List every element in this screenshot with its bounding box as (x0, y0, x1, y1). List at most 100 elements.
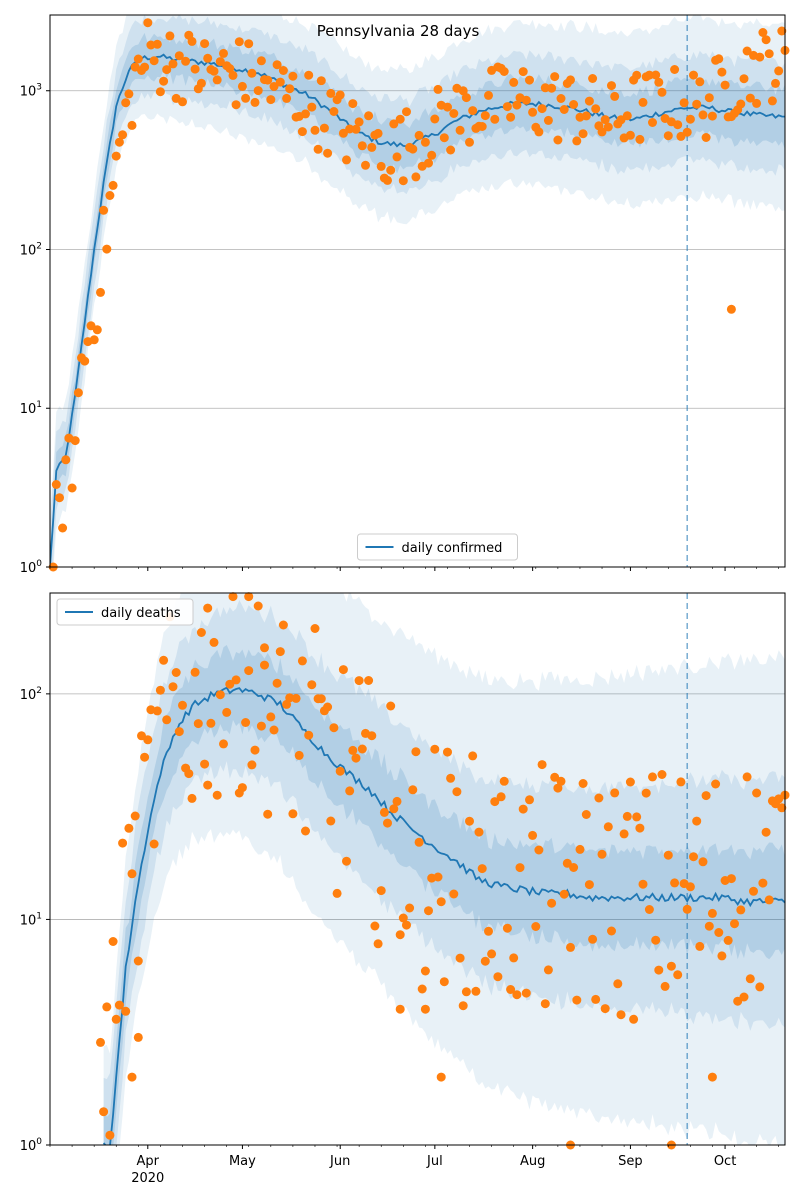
observed-point (714, 928, 724, 937)
observed-point (707, 908, 717, 918)
observed-point (685, 882, 695, 892)
observed-point (679, 98, 689, 108)
observed-point (525, 795, 534, 805)
observed-point (493, 972, 503, 982)
observed-point (430, 114, 440, 124)
observed-point (190, 64, 200, 74)
observed-point (102, 1002, 112, 1012)
observed-point (168, 59, 178, 69)
observed-point (420, 137, 430, 147)
observed-point (761, 35, 771, 45)
observed-point (171, 668, 181, 677)
observed-point (455, 125, 465, 135)
observed-point (241, 718, 251, 727)
observed-point (657, 770, 667, 779)
observed-point (487, 949, 497, 959)
observed-point (629, 1014, 639, 1024)
observed-point (411, 172, 421, 182)
observed-point (752, 98, 762, 108)
observed-point (373, 939, 383, 949)
observed-point (187, 36, 197, 46)
observed-point (446, 145, 456, 155)
observed-point (304, 730, 314, 740)
observed-point (159, 76, 169, 86)
observed-point (373, 128, 383, 138)
observed-point (58, 523, 68, 533)
observed-point (316, 694, 326, 704)
observed-point (222, 707, 232, 717)
observed-point (528, 107, 538, 117)
observed-point (209, 637, 219, 647)
observed-point (190, 667, 200, 677)
legend: daily confirmed (357, 533, 518, 561)
observed-point (777, 26, 787, 36)
observed-point (364, 676, 374, 685)
observed-point (263, 809, 273, 819)
observed-point (367, 731, 377, 741)
observed-point (326, 88, 336, 98)
observed-point (105, 1130, 115, 1140)
observed-point (367, 142, 377, 152)
observed-point (237, 81, 247, 91)
observed-point (461, 987, 471, 997)
observed-point (701, 133, 711, 142)
observed-point (755, 982, 765, 992)
observed-point (439, 133, 449, 143)
observed-point (654, 77, 664, 87)
observed-point (335, 766, 345, 776)
observed-point (99, 205, 109, 215)
observed-point (651, 70, 661, 80)
observed-point (244, 592, 254, 602)
observed-point (272, 60, 282, 70)
observed-point (323, 702, 333, 712)
observed-point (297, 656, 307, 666)
observed-point (165, 31, 175, 41)
observed-point (386, 701, 396, 711)
observed-point (301, 109, 310, 119)
observed-point (247, 760, 257, 770)
uncertainty-band-outer (50, 15, 785, 567)
observed-point (414, 130, 424, 140)
observed-point (351, 124, 361, 134)
observed-point (253, 86, 263, 96)
observed-point (285, 84, 295, 94)
observed-point (692, 816, 702, 826)
observed-point (736, 99, 746, 109)
observed-point (569, 863, 579, 872)
observed-point (140, 62, 150, 72)
observed-point (272, 678, 282, 688)
observed-point (133, 54, 143, 64)
observed-point (553, 783, 563, 793)
observed-point (717, 951, 727, 961)
observed-point (329, 107, 339, 116)
observed-point (200, 759, 210, 769)
uncertainty-band-inner (103, 645, 785, 1145)
x-tick-label: Oct (714, 1154, 736, 1169)
observed-point (241, 93, 251, 103)
observed-point (342, 155, 351, 165)
observed-point (168, 682, 178, 692)
observed-point (114, 1000, 124, 1010)
observed-point (111, 151, 121, 161)
observed-point (376, 161, 386, 171)
legend: daily deaths (56, 598, 194, 626)
observed-point (80, 356, 90, 366)
observed-point (433, 84, 443, 94)
observed-point (685, 114, 695, 124)
observed-point (723, 935, 733, 945)
observed-point (443, 747, 452, 757)
observed-point (162, 65, 172, 75)
observed-point (389, 119, 399, 129)
observed-point (200, 39, 210, 49)
observed-point (398, 913, 408, 923)
observed-point (468, 106, 478, 116)
observed-point (622, 811, 632, 821)
observed-point (181, 56, 191, 66)
observed-point (266, 95, 276, 105)
observed-point (584, 96, 594, 106)
observed-point (297, 127, 307, 137)
observed-point (269, 82, 279, 91)
observed-point (278, 66, 288, 75)
observed-point (225, 64, 235, 73)
observed-point (663, 850, 673, 860)
